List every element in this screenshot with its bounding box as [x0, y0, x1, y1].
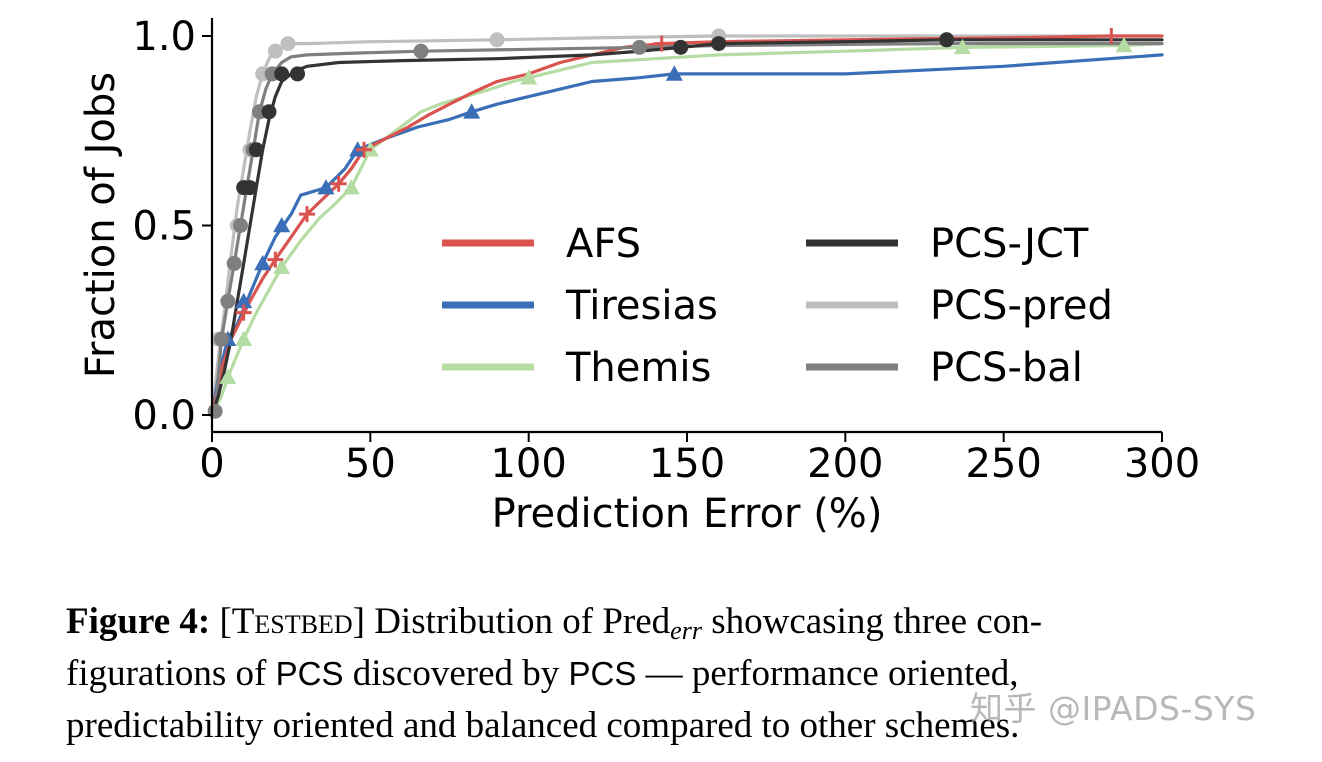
marker-pcs-jct-1: [242, 180, 258, 196]
marker-pcs-pred-4: [267, 43, 283, 59]
caption-text-1: Distribution of Pred: [374, 601, 671, 642]
axes: 0 50 100 150 200 250 300 0.0 0.5 1.0: [132, 14, 1200, 487]
marker-pcs-jct-5: [290, 66, 305, 82]
marker-afs-3: [330, 175, 347, 192]
caption-text-2c: — performance oriented,: [645, 653, 1019, 694]
marker-pcs-bal-0: [207, 403, 223, 419]
caption-pcs-1: PCS: [275, 655, 344, 692]
marker-pcs-bal-10: [632, 39, 647, 55]
series-line-themis: [210, 42, 1164, 417]
legend-label-themis: Themis: [565, 345, 711, 391]
caption-line-1: Figure 4: [Testbed] Distribution of Pred…: [66, 596, 1266, 648]
legend-label-afs: AFS: [566, 221, 641, 267]
marker-pcs-pred-6: [489, 32, 505, 48]
figure-caption: Figure 4: [Testbed] Distribution of Pred…: [66, 596, 1266, 752]
marker-pcs-jct-3: [261, 104, 277, 120]
x-tick-label-100: 100: [490, 441, 566, 487]
pred-err-subscript: err: [670, 616, 702, 645]
marker-themis-2: [273, 258, 291, 274]
caption-line-2: figurations of PCS discovered by PCS — p…: [66, 648, 1266, 700]
marker-pcs-bal-4: [233, 218, 248, 233]
x-tick-label-200: 200: [807, 441, 883, 487]
caption-text-2b: discovered by: [352, 653, 560, 694]
marker-afs-2: [299, 206, 315, 223]
marker-pcs-jct-6: [673, 39, 689, 55]
legend-label-pcs-pred: PCS-pred: [930, 283, 1113, 329]
marker-pcs-pred-5: [280, 36, 296, 52]
marker-pcs-bal-3: [226, 255, 242, 271]
marker-tiresias-7: [665, 65, 683, 81]
caption-pcs-2: PCS: [568, 655, 637, 692]
cdf-chart: 0 50 100 150 200 250 300 0.0 0.5 1.0 AFS Tiresias T…: [78, 14, 1200, 537]
legend: AFS Tiresias Themis PCS-JCT PCS-pred PCS-bal: [442, 221, 1113, 391]
marker-tiresias-1: [235, 292, 253, 309]
x-tick-label-250: 250: [965, 441, 1041, 487]
legend-label-pcs-bal: PCS-bal: [930, 345, 1083, 391]
marker-pcs-jct-4: [274, 66, 290, 82]
watermark: 知乎 @IPADS-SYS: [970, 689, 1257, 728]
y-axis-label: Fraction of Jobs: [78, 72, 124, 378]
marker-pcs-jct-2: [248, 142, 264, 158]
marker-themis-0: [219, 368, 237, 384]
y-tick-label-1.0: 1.0: [132, 14, 196, 60]
y-tick-label-0.5: 0.5: [132, 204, 196, 250]
marker-tiresias-4: [317, 179, 335, 195]
marker-pcs-bal-2: [220, 293, 236, 309]
marker-pcs-jct-8: [939, 32, 955, 48]
marker-pcs-bal-9: [413, 43, 429, 59]
marker-afs-1: [267, 251, 284, 268]
figure-label: Figure 4:: [66, 601, 211, 642]
series-line-tiresias: [210, 53, 1164, 417]
marker-pcs-jct-7: [711, 36, 727, 52]
x-tick-label-0: 0: [199, 441, 224, 487]
marker-afs-0: [235, 304, 252, 321]
y-tick-label-0.0: 0.0: [132, 393, 196, 439]
marker-afs-4: [356, 141, 372, 158]
x-tick-label-300: 300: [1124, 441, 1200, 487]
marker-themis-5: [520, 69, 538, 85]
marker-themis-3: [342, 179, 360, 195]
caption-text-1b: showcasing three con-: [711, 601, 1043, 642]
marker-themis-1: [235, 330, 253, 346]
marker-tiresias-6: [463, 103, 481, 119]
x-tick-label-50: 50: [345, 441, 396, 487]
marker-afs-5: [653, 35, 670, 52]
marker-tiresias-2: [254, 254, 272, 271]
legend-label-tiresias: Tiresias: [565, 283, 718, 329]
x-tick-label-150: 150: [649, 441, 725, 487]
legend-label-pcs-jct: PCS-JCT: [930, 221, 1089, 267]
caption-text-2a: figurations of: [66, 653, 267, 694]
testbed-tag: [Testbed]: [219, 601, 365, 642]
marker-themis-7: [1115, 36, 1133, 53]
x-axis-label: Prediction Error (%): [492, 491, 883, 537]
marker-afs-6: [1103, 28, 1120, 44]
marker-tiresias-3: [273, 217, 291, 233]
plot-area: [207, 28, 1164, 419]
marker-pcs-bal-1: [214, 331, 229, 347]
marker-themis-6: [954, 38, 971, 55]
caption-line-3: predictability oriented and balanced com…: [66, 705, 1020, 746]
